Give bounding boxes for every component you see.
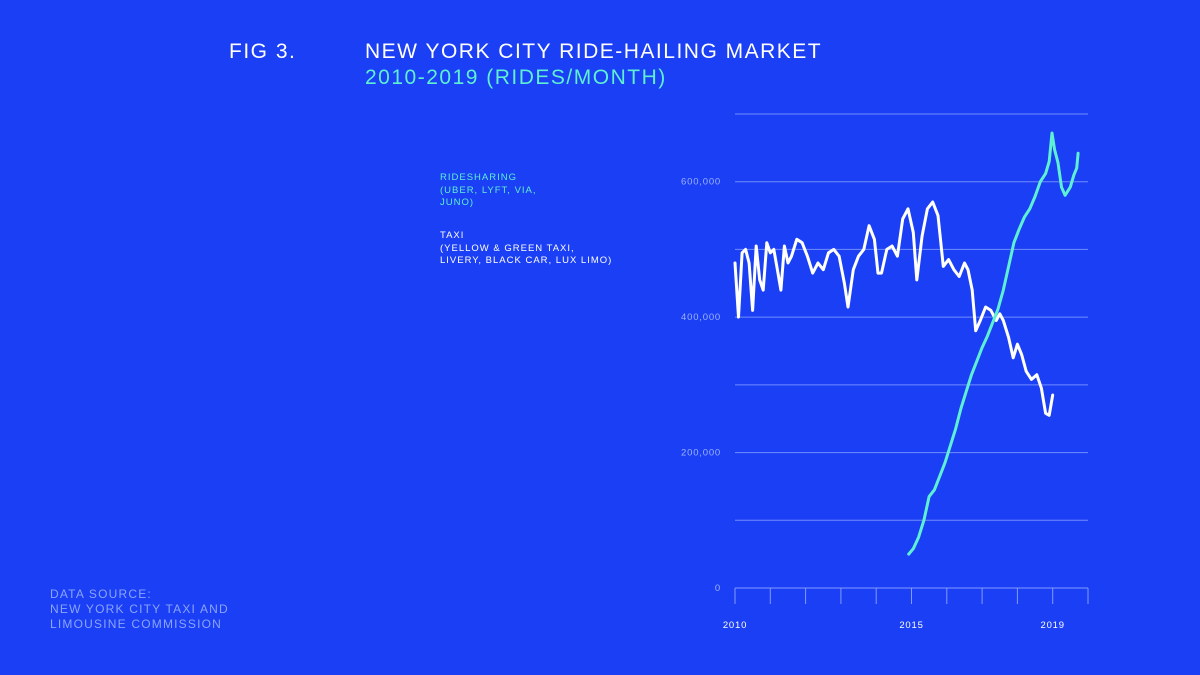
legend-ridesharing-detail-2: JUNO) [440,197,475,208]
data-source-line-2: LIMOUSINE COMMISSION [50,617,223,631]
x-tick-label-1: 2015 [899,620,923,631]
legend-ridesharing-label: RIDESHARING [440,172,517,183]
figure-number: FIG 3. [229,40,297,63]
y-tick-label-0: 0 [715,583,721,594]
series-lines [733,131,1080,556]
legend-ridesharing-detail-1: (UBER, LYFT, VIA, [440,184,537,196]
data-source-label: DATA SOURCE: [50,587,152,601]
gridlines [735,113,1088,521]
x-tick-label-2: 2019 [1041,620,1065,631]
y-axis-labels: 0 200,000 400,000 600,000 [681,177,721,594]
data-source-note: DATA SOURCE: NEW YORK CITY TAXI AND LIMO… [50,587,229,632]
legend-taxi-label: TAXI [440,230,465,241]
chart-subtitle: 2010-2019 (RIDES/MONTH) [365,66,667,89]
legend-taxi-detail-1: (YELLOW & GREEN TAXI, [440,242,575,254]
y-tick-label-3: 600,000 [681,177,721,188]
x-axis: 2010 2015 2019 [723,587,1089,631]
legend-ridesharing: RIDESHARING (UBER, LYFT, VIA, JUNO) [440,172,640,210]
data-source-line-1: NEW YORK CITY TAXI AND [50,602,229,616]
legend-taxi-detail-2: LIVERY, BLACK CAR, LUX LIMO) [440,255,613,266]
legend-taxi: TAXI (YELLOW & GREEN TAXI, LIVERY, BLACK… [440,230,640,268]
ridesharing-line [907,131,1080,556]
chart-title: NEW YORK CITY RIDE-HAILING MARKET [365,40,823,63]
x-tick-label-0: 2010 [723,620,747,631]
taxi-line [733,200,1055,417]
y-tick-label-2: 400,000 [681,312,721,323]
y-tick-label-1: 200,000 [681,448,721,459]
